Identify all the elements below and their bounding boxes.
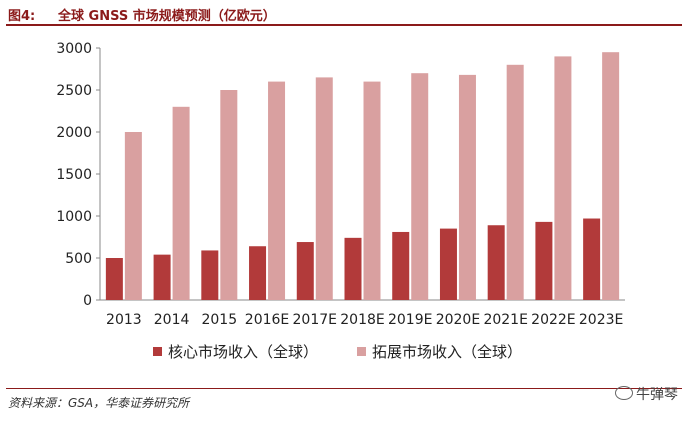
legend-swatch-extended: [357, 347, 366, 356]
y-tick-label: 1000: [56, 209, 92, 225]
x-tick-label: 2022E: [531, 312, 575, 328]
x-tick-label: 2018E: [340, 312, 384, 328]
bar-core: [392, 231, 410, 300]
figure-header: 图4: 全球 GNSS 市场规模预测（亿欧元）: [0, 0, 688, 26]
source-note: 资料来源：GSA，华泰证券研究所: [8, 396, 190, 410]
watermark-text: 牛弹琴: [636, 387, 678, 403]
x-tick-label: 2023E: [579, 312, 623, 328]
bar-core: [153, 254, 171, 300]
figure-footer: 资料来源：GSA，华泰证券研究所: [0, 384, 688, 421]
y-tick-label: 3000: [56, 41, 92, 57]
x-tick-label: 2013: [106, 312, 142, 328]
legend-swatch-core: [153, 347, 162, 356]
wechat-icon: [615, 386, 633, 400]
x-tick-label: 2021E: [483, 312, 527, 328]
bar-core: [583, 218, 601, 300]
bar-core: [201, 250, 219, 300]
x-tick-label: 2014: [154, 312, 190, 328]
bar-core: [105, 258, 123, 300]
bar-extended: [220, 90, 238, 300]
bar-core: [249, 246, 267, 300]
bar-extended: [554, 56, 572, 301]
bar-extended: [411, 73, 429, 300]
bar-core: [487, 225, 505, 300]
y-tick-label: 2000: [56, 125, 92, 141]
bar-core: [296, 242, 314, 300]
x-tick-label: 2015: [201, 312, 237, 328]
x-tick-label: 2016E: [245, 312, 289, 328]
y-tick-label: 0: [83, 293, 92, 309]
bar-extended: [315, 77, 333, 301]
y-tick-label: 500: [65, 251, 92, 267]
bar-extended: [506, 64, 524, 300]
x-tick-label: 2020E: [436, 312, 480, 328]
figure-label: 图4:: [8, 9, 36, 24]
bar-core: [535, 221, 553, 300]
footer-rule: [6, 388, 682, 389]
bar-extended: [124, 132, 142, 300]
x-tick-label: 2019E: [388, 312, 432, 328]
bar-extended: [363, 81, 381, 300]
y-tick-label: 2500: [56, 83, 92, 99]
legend-label-extended: 拓展市场收入（全球）: [372, 343, 522, 361]
chart-title: 全球 GNSS 市场规模预测（亿欧元）: [58, 9, 276, 24]
bar-extended: [458, 74, 476, 300]
y-tick-label: 1500: [56, 167, 92, 183]
bar-extended: [602, 52, 620, 301]
bar-extended: [172, 106, 190, 300]
header-rule: [6, 24, 682, 26]
watermark: 牛弹琴: [615, 384, 678, 404]
bar-extended: [268, 81, 286, 300]
x-tick-label: 2017E: [293, 312, 337, 328]
bar-core: [344, 237, 362, 300]
bar-core: [439, 228, 457, 300]
legend-label-core: 核心市场收入（全球）: [168, 343, 318, 361]
bar-chart: 0 500 1000 1500 2000 2500 3000 2013 2014 2015 2016…: [56, 41, 625, 361]
